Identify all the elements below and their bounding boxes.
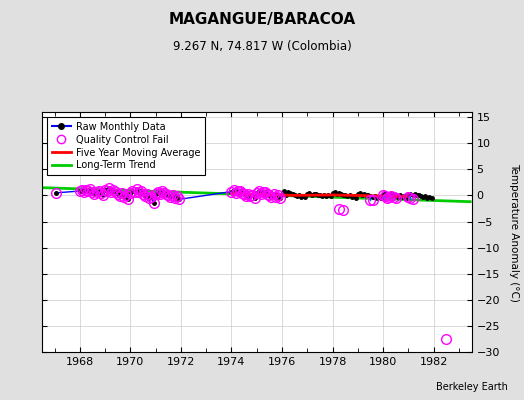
Text: MAGANGUE/BARACOA: MAGANGUE/BARACOA [168, 12, 356, 27]
Legend: Raw Monthly Data, Quality Control Fail, Five Year Moving Average, Long-Term Tren: Raw Monthly Data, Quality Control Fail, … [47, 117, 205, 175]
Y-axis label: Temperature Anomaly (°C): Temperature Anomaly (°C) [509, 162, 519, 302]
Text: Berkeley Earth: Berkeley Earth [436, 382, 508, 392]
Text: 9.267 N, 74.817 W (Colombia): 9.267 N, 74.817 W (Colombia) [172, 40, 352, 53]
